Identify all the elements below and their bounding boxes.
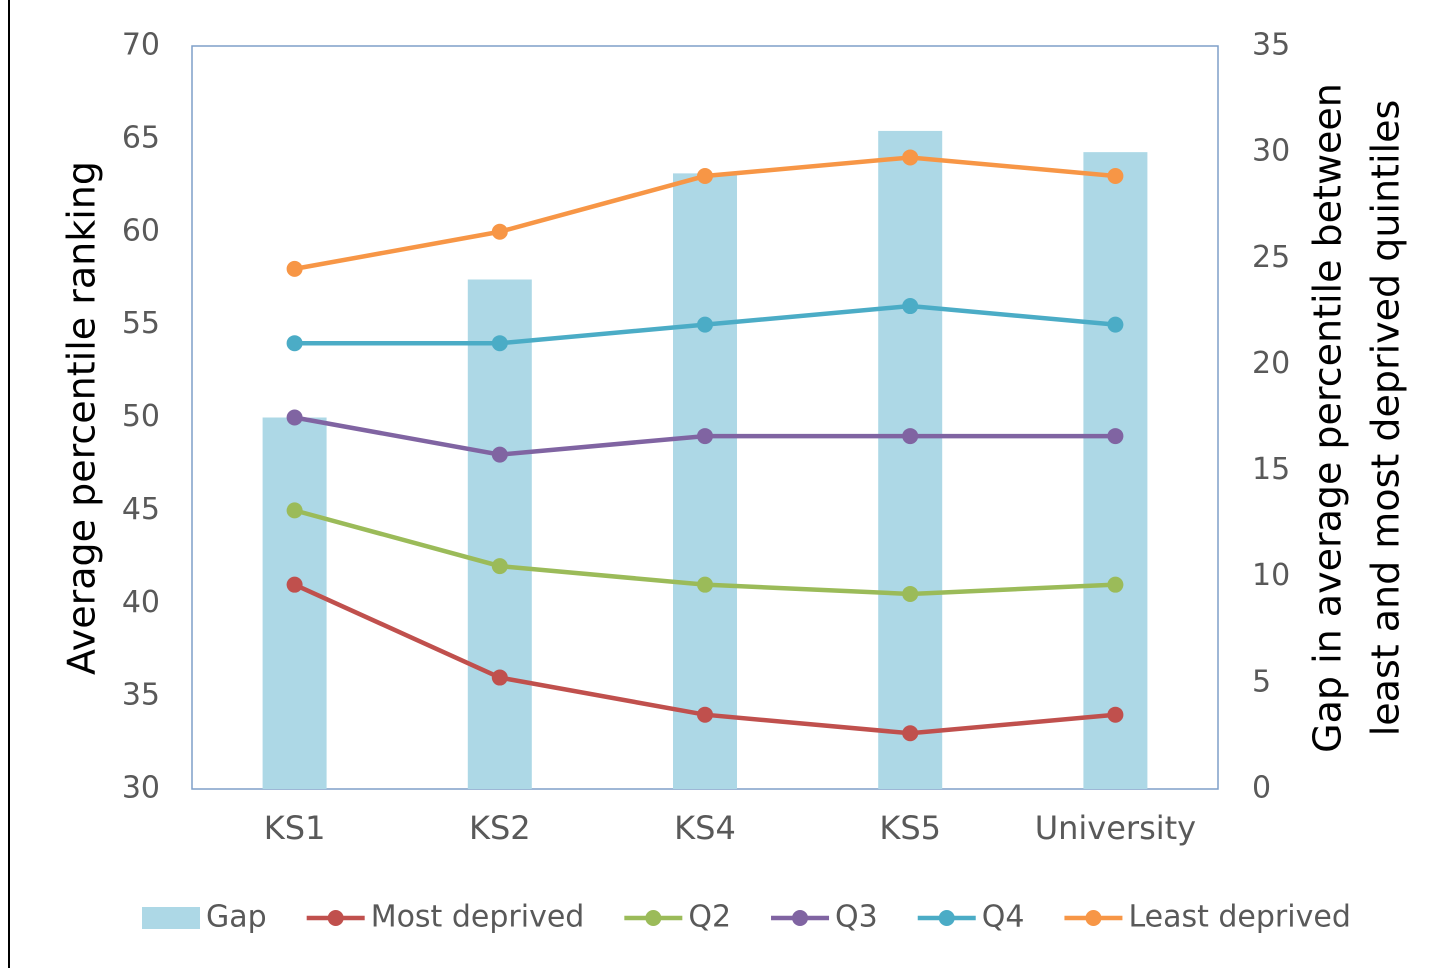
y-axis-title: Average percentile ranking <box>60 161 104 675</box>
y-tick-label: 55 <box>122 306 160 341</box>
y2-axis-title: least and most deprived quintiles <box>1364 100 1408 737</box>
x-tick-label: KS1 <box>264 809 326 847</box>
point <box>286 409 303 426</box>
point <box>1107 428 1124 445</box>
x-tick-label: KS5 <box>879 809 941 847</box>
legend-swatch <box>1085 910 1102 926</box>
point <box>286 260 303 277</box>
bar <box>262 417 327 789</box>
y-tick-label: 35 <box>122 678 160 713</box>
legend-swatch <box>938 910 955 926</box>
legend-label: Q4 <box>982 900 1025 935</box>
y-tick-label: 60 <box>122 213 160 248</box>
bar <box>878 130 943 789</box>
y-tick-label: 30 <box>122 771 160 806</box>
point <box>491 446 508 463</box>
legend-label: Most deprived <box>371 900 585 935</box>
point <box>1107 316 1124 333</box>
point <box>902 428 919 445</box>
bar <box>467 279 532 789</box>
y2-axis-title: Gap in average percentile between <box>1306 83 1350 753</box>
point <box>286 576 303 593</box>
y2-tick-label: 15 <box>1252 452 1290 487</box>
point <box>286 502 303 519</box>
bar <box>1083 152 1148 790</box>
point <box>902 725 919 742</box>
point <box>491 223 508 240</box>
y2-tick-label: 5 <box>1252 664 1271 699</box>
point <box>697 428 713 445</box>
y-tick-label: 65 <box>122 120 160 155</box>
y2-tick-label: 35 <box>1252 28 1290 63</box>
legend-label: Gap <box>206 900 267 935</box>
x-tick-label: KS4 <box>674 809 736 847</box>
legend-swatch <box>327 910 344 926</box>
point <box>491 558 508 575</box>
point <box>1107 168 1124 185</box>
legend-swatch <box>645 910 662 926</box>
point <box>697 168 713 185</box>
point <box>697 706 713 723</box>
legend-label: Least deprived <box>1128 900 1350 935</box>
x-tick-label: KS2 <box>469 809 531 847</box>
y2-tick-label: 10 <box>1252 558 1290 593</box>
point <box>902 298 919 315</box>
point <box>697 576 713 593</box>
point <box>1107 706 1124 723</box>
y-tick-label: 70 <box>122 28 160 63</box>
point <box>902 585 919 602</box>
point <box>286 335 303 352</box>
y-tick-label: 40 <box>122 585 160 620</box>
point <box>491 335 508 352</box>
y-tick-label: 50 <box>122 399 160 434</box>
point <box>491 669 508 686</box>
y2-tick-label: 30 <box>1252 134 1290 169</box>
point <box>697 316 713 333</box>
legend-swatch <box>142 907 200 929</box>
y2-tick-label: 25 <box>1252 240 1290 275</box>
y2-tick-label: 20 <box>1252 346 1290 381</box>
legend-swatch <box>792 910 809 926</box>
bar <box>673 173 737 789</box>
point <box>1107 576 1124 593</box>
y-tick-label: 45 <box>122 492 160 527</box>
x-tick-label: University <box>1035 809 1196 847</box>
y2-tick-label: 0 <box>1252 771 1271 806</box>
legend-label: Q2 <box>688 900 731 935</box>
point <box>902 149 919 166</box>
legend-label: Q3 <box>835 900 878 935</box>
